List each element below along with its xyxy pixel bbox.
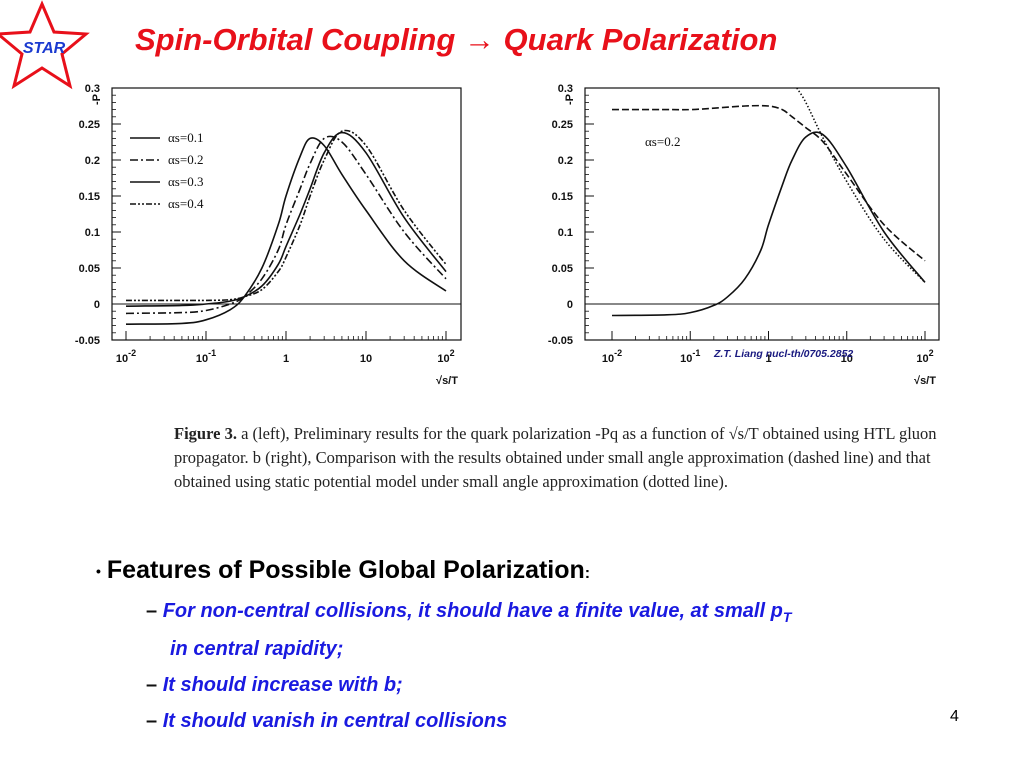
y-tick-label: 0.15 — [552, 191, 573, 203]
plot-frame — [111, 87, 462, 341]
sub-bullet-dash: – — [146, 710, 158, 732]
subscript-t: T — [782, 609, 792, 625]
sub-bullet-1: – For non-central collisions, it should … — [146, 600, 791, 625]
y-tick-label: 0.25 — [79, 119, 100, 131]
x-tick-exponent: -2 — [128, 348, 136, 358]
legend-label: αs=0.1 — [168, 130, 203, 145]
alpha-annotation: αs=0.2 — [645, 134, 680, 149]
y-axis-label: -P — [91, 94, 103, 105]
x-tick-label: 10 — [360, 353, 372, 365]
x-tick-label: 1 — [765, 353, 771, 365]
sub-bullet-1-cont-text: in central rapidity; — [170, 638, 344, 660]
y-tick-label: 0.1 — [85, 227, 100, 239]
sub-bullet-1-text: For non-central collisions, it should ha… — [162, 600, 792, 625]
y-tick-label: 0.3 — [558, 83, 573, 95]
x-tick-base: 10 — [602, 353, 614, 365]
x-tick-label: 10-1 — [196, 348, 216, 365]
sub-bullet-3: – It should vanish in central collisions — [146, 710, 507, 733]
y-tick-label: 0 — [94, 299, 100, 311]
y-tick-label: 0 — [567, 299, 573, 311]
series-line — [796, 87, 926, 283]
x-tick-exponent: 2 — [450, 348, 455, 358]
x-tick-exponent: 2 — [929, 348, 934, 358]
x-tick-base: 10 — [437, 353, 449, 365]
logo-text: STAR — [23, 40, 66, 57]
bullet-main-colon: : — [584, 565, 591, 582]
y-axis-label: -P — [564, 94, 576, 105]
x-tick-label: 102 — [916, 348, 933, 365]
star-icon — [0, 0, 90, 90]
y-tick-label: 0.1 — [558, 227, 573, 239]
x-tick-exponent: -2 — [614, 348, 622, 358]
x-tick-base: 10 — [116, 353, 128, 365]
x-axis-label: √s/T — [436, 375, 458, 387]
bullet-dot: • — [96, 563, 101, 580]
sub-bullet-dash: – — [146, 600, 158, 622]
star-logo: STAR — [0, 0, 90, 90]
figure-caption: Figure 3. a (left), Preliminary results … — [174, 422, 964, 494]
x-tick-base: 10 — [680, 353, 692, 365]
caption-label: Figure 3. — [174, 424, 237, 443]
x-tick-label: 10 — [841, 353, 853, 365]
sub-bullet-2-text: It should increase with b; — [162, 674, 403, 696]
x-tick-exponent: -1 — [692, 348, 700, 358]
legend-label: αs=0.2 — [168, 152, 203, 167]
x-tick-label: 1 — [283, 353, 289, 365]
legend-label: αs=0.4 — [168, 196, 204, 211]
y-tick-label: 0.15 — [79, 191, 100, 203]
sub-bullet-dash: – — [146, 674, 158, 696]
series-line — [125, 137, 447, 325]
y-tick-label: 0.05 — [79, 263, 100, 275]
series-line — [612, 104, 926, 262]
page-number: 4 — [950, 708, 959, 725]
bullet-main-text: Features of Possible Global Polarization — [106, 556, 585, 584]
series-line — [125, 131, 447, 307]
sub-bullet-1-cont: in central rapidity; — [170, 638, 343, 661]
sub-bullet-3-text: It should vanish in central collisions — [162, 710, 508, 732]
series-line — [126, 129, 447, 302]
y-tick-label: 0.2 — [558, 155, 573, 167]
y-tick-label: 0.3 — [85, 83, 100, 95]
y-tick-label: -0.05 — [75, 335, 100, 347]
x-tick-base: 10 — [196, 353, 208, 365]
y-tick-label: 0.25 — [552, 119, 573, 131]
x-tick-base: 10 — [916, 353, 928, 365]
x-tick-label: 10-2 — [116, 348, 136, 365]
x-tick-label: 10-1 — [680, 348, 700, 365]
series-line — [611, 131, 926, 317]
sub-bullet-2: – It should increase with b; — [146, 674, 403, 697]
legend-label: αs=0.3 — [168, 174, 203, 189]
x-tick-label: 10-2 — [602, 348, 622, 365]
x-tick-exponent: -1 — [208, 348, 216, 358]
y-tick-label: 0.05 — [552, 263, 573, 275]
y-tick-label: -0.05 — [548, 335, 573, 347]
slide-title: Spin-Orbital Coupling → Quark Polarizati… — [135, 22, 778, 57]
caption-text: a (left), Preliminary results for the qu… — [174, 424, 937, 491]
x-tick-label: 102 — [437, 348, 454, 365]
y-tick-label: 0.2 — [85, 155, 100, 167]
citation: Z.T. Liang nucl-th/0705.2852 — [714, 348, 854, 360]
x-axis-label: √s/T — [914, 375, 936, 387]
plot-frame — [584, 87, 940, 341]
bullet-main: • Features of Possible Global Polarizatio… — [96, 556, 590, 585]
